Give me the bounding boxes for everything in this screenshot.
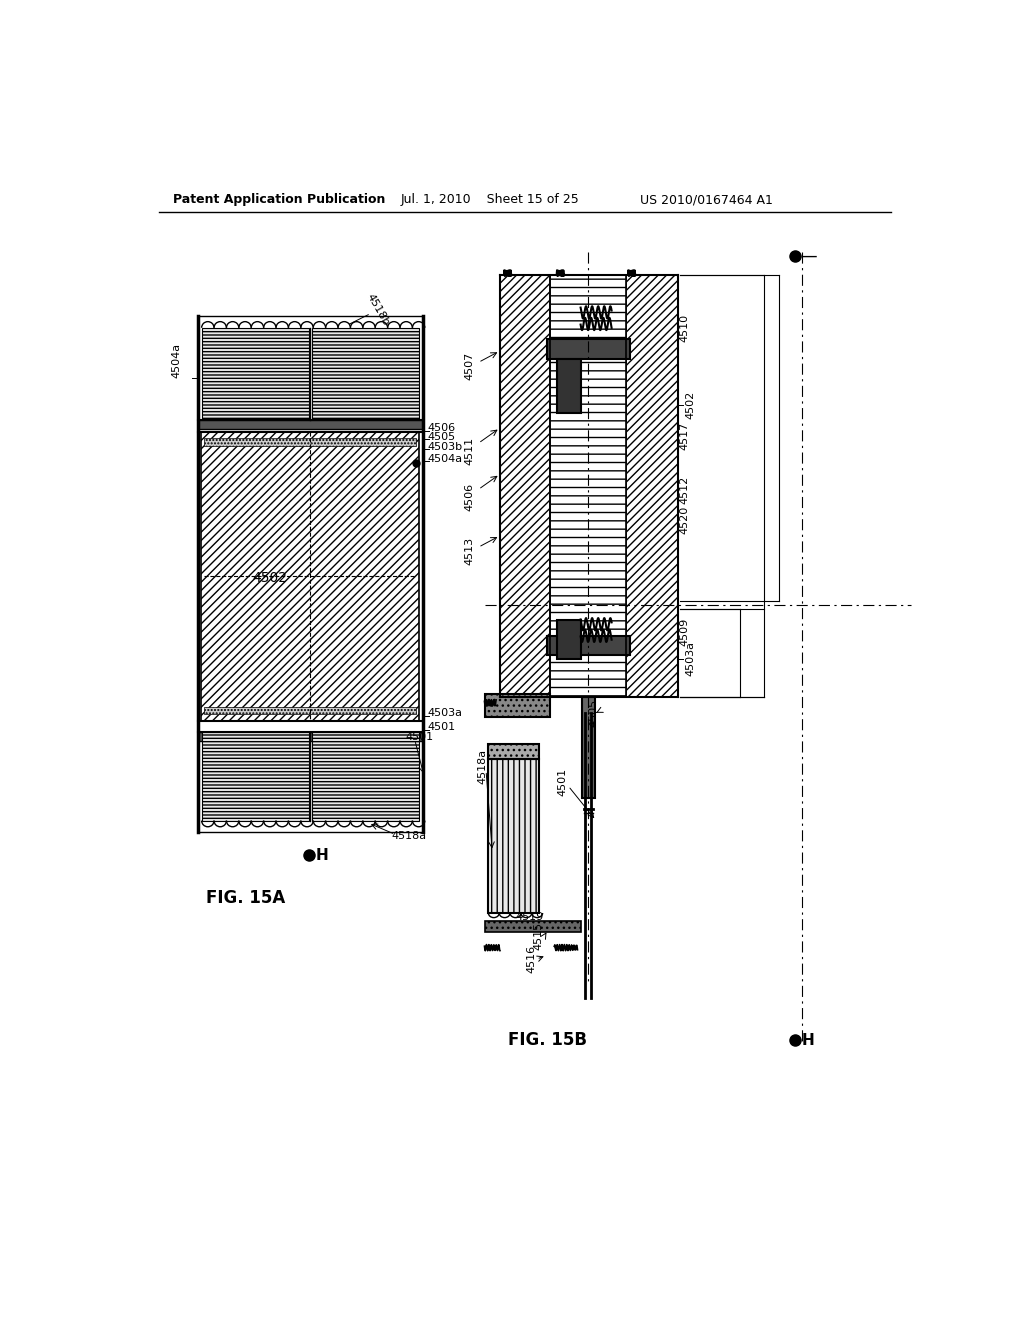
- Text: 4502: 4502: [686, 391, 695, 418]
- Text: US 2010/0167464 A1: US 2010/0167464 A1: [640, 194, 772, 206]
- Text: H: H: [802, 1032, 814, 1048]
- Text: 4519: 4519: [515, 912, 544, 921]
- Bar: [198, 733, 423, 742]
- Text: Patent Application Publication: Patent Application Publication: [173, 194, 385, 206]
- Bar: [484, 693, 550, 717]
- Bar: [500, 276, 550, 697]
- Text: 4517: 4517: [680, 421, 689, 450]
- Bar: [202, 733, 308, 821]
- Text: —: —: [801, 247, 817, 265]
- Bar: [557, 620, 582, 659]
- Bar: [201, 432, 420, 721]
- Bar: [198, 420, 423, 429]
- Bar: [311, 733, 419, 821]
- Bar: [488, 743, 539, 759]
- Bar: [557, 359, 582, 412]
- Bar: [204, 706, 417, 714]
- Text: 4515: 4515: [534, 923, 544, 950]
- Bar: [204, 438, 417, 446]
- Text: 4503a: 4503a: [686, 642, 695, 676]
- Text: FIG. 15B: FIG. 15B: [508, 1031, 587, 1049]
- Text: 4518a: 4518a: [391, 832, 427, 841]
- Text: 4503b: 4503b: [427, 442, 462, 453]
- Bar: [311, 327, 419, 420]
- Text: Jul. 1, 2010    Sheet 15 of 25: Jul. 1, 2010 Sheet 15 of 25: [400, 194, 580, 206]
- Text: 4511: 4511: [464, 437, 474, 465]
- Bar: [488, 759, 539, 913]
- Bar: [550, 276, 627, 697]
- Text: 4506: 4506: [464, 483, 474, 511]
- Text: FIG. 15A: FIG. 15A: [206, 888, 285, 907]
- Bar: [627, 276, 678, 697]
- Text: 4516: 4516: [526, 945, 536, 973]
- Text: 4509: 4509: [680, 618, 689, 645]
- Bar: [202, 327, 308, 420]
- Bar: [484, 921, 582, 932]
- Text: 4501: 4501: [406, 731, 433, 742]
- Text: 4513: 4513: [464, 537, 474, 565]
- Text: 4501: 4501: [557, 768, 567, 796]
- Text: 4503a: 4503a: [427, 708, 462, 718]
- Text: 4501: 4501: [427, 722, 456, 731]
- Text: 4506: 4506: [427, 422, 456, 433]
- Text: 4504a: 4504a: [427, 454, 462, 463]
- Text: 4504a: 4504a: [171, 343, 181, 378]
- Bar: [547, 636, 630, 655]
- Text: 4520: 4520: [680, 506, 689, 535]
- Text: 4502: 4502: [252, 572, 287, 585]
- Text: 4518b: 4518b: [365, 292, 391, 327]
- Bar: [547, 339, 630, 359]
- Text: H: H: [315, 847, 329, 863]
- Text: 4512: 4512: [680, 475, 689, 504]
- Text: 4510: 4510: [680, 314, 689, 342]
- Text: 4507: 4507: [464, 352, 474, 380]
- Text: 4505: 4505: [427, 432, 456, 442]
- Text: 4505: 4505: [588, 698, 598, 727]
- Bar: [583, 697, 595, 797]
- Text: 4518a: 4518a: [477, 750, 487, 784]
